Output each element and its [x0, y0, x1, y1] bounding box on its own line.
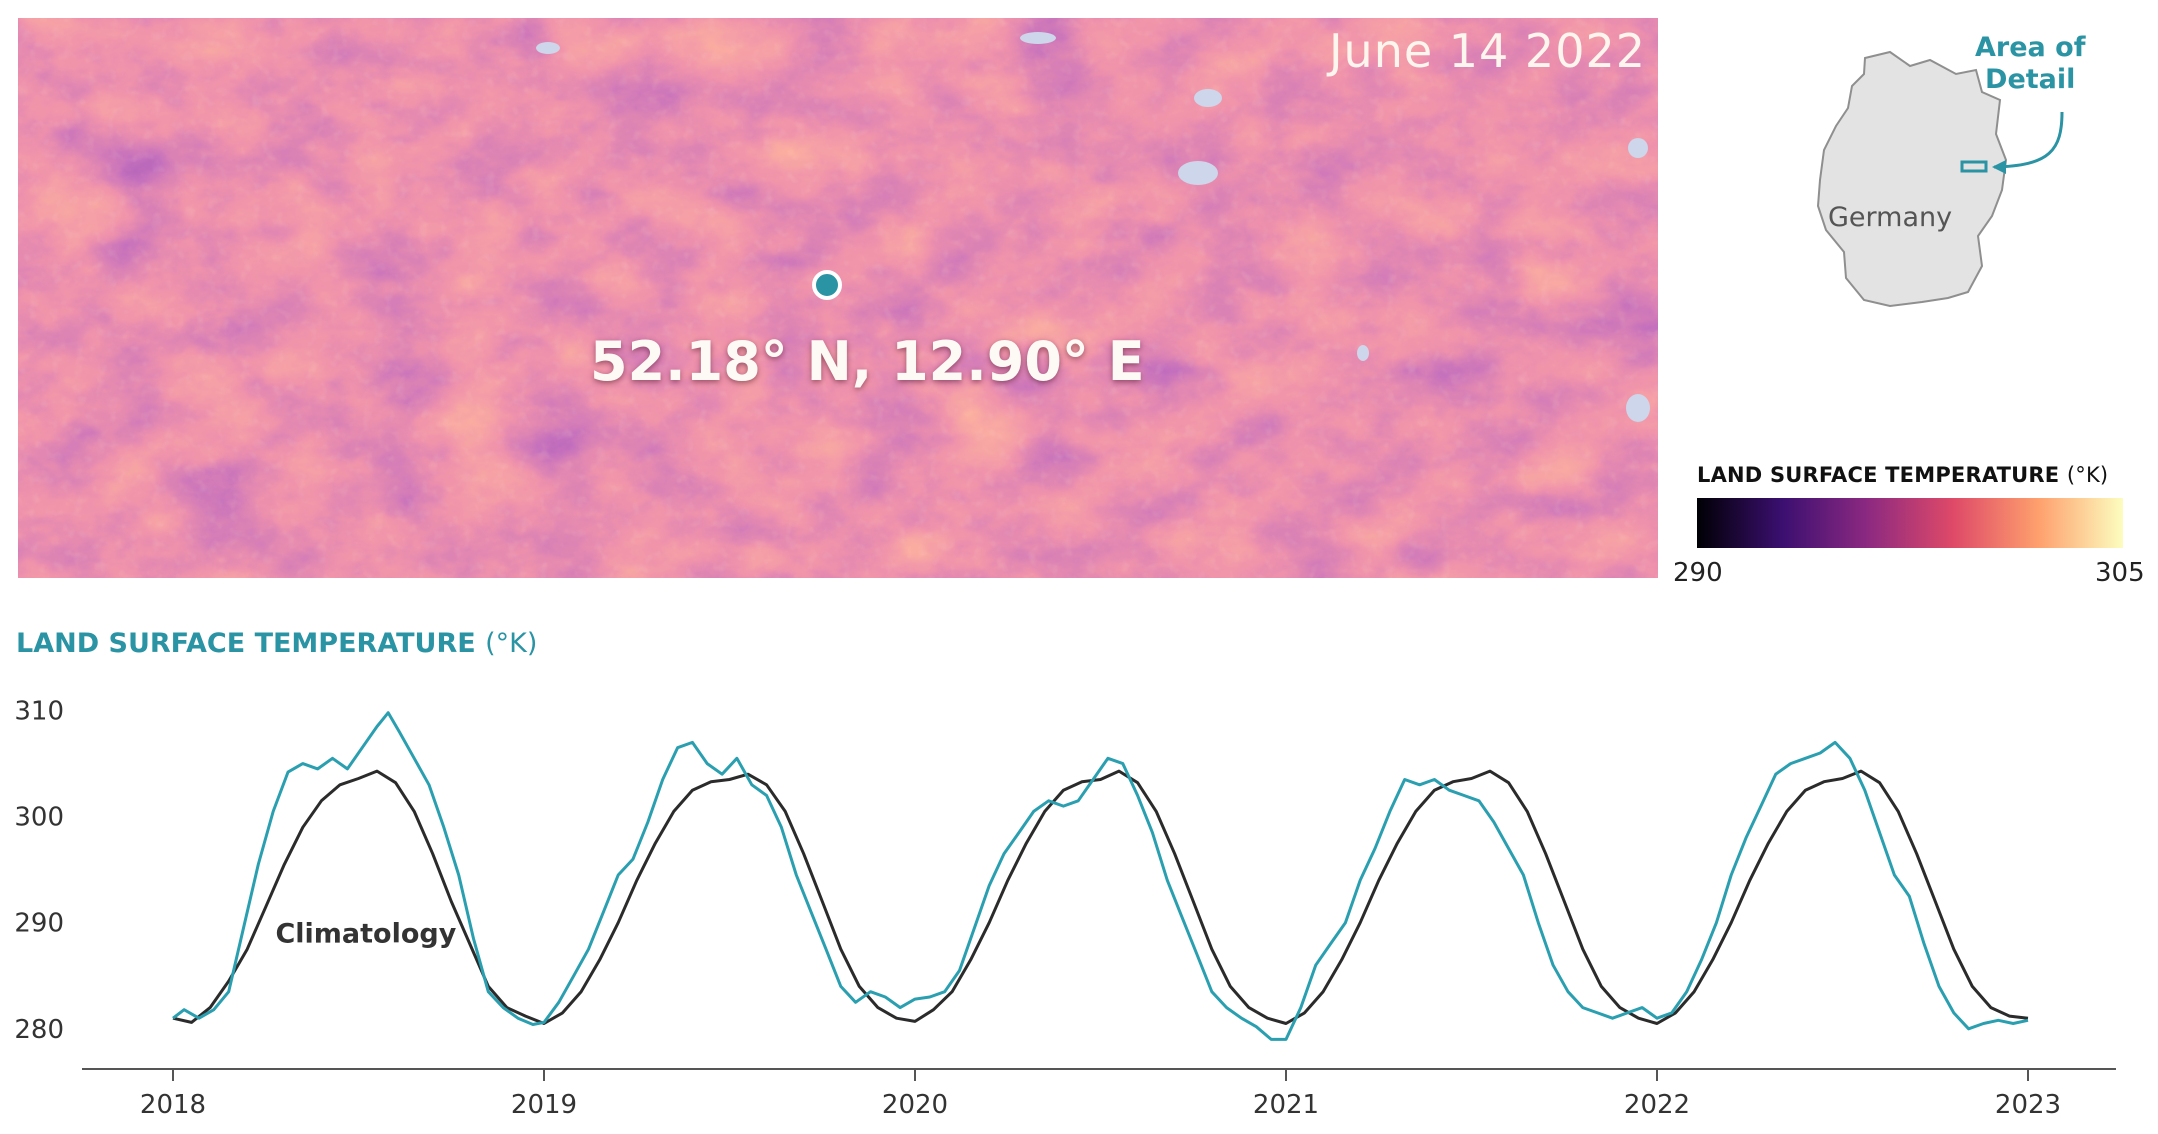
land-surface-temperature-map: June 14 2022	[18, 18, 1658, 578]
observed-temperature-line	[172, 711, 2029, 1041]
map-raster	[18, 18, 1658, 578]
area-of-detail-label: Area of Detail	[1975, 32, 2086, 95]
germany-locator-map	[1816, 50, 2064, 308]
x-tick-label: 2021	[1253, 1090, 1319, 1120]
colorbar-min-label: 290	[1673, 558, 1723, 588]
y-tick-label: 300	[14, 803, 64, 833]
y-tick-label: 310	[14, 697, 64, 727]
map-lakes	[536, 32, 1650, 422]
location-coordinates: 52.18° N, 12.90° E	[590, 330, 1145, 393]
temperature-line-chart: 2018 2019 2020 2021 2022 2023 280 290 300 310 Clim…	[14, 697, 2116, 1120]
x-tick-label: 2020	[882, 1090, 948, 1120]
location-marker	[812, 270, 842, 300]
germany-label: Germany	[1828, 202, 1953, 233]
climatology-line	[172, 769, 2029, 1025]
callout-arrow	[1993, 111, 2064, 169]
area-of-detail-box	[1960, 160, 1988, 173]
climatology-label: Climatology	[275, 918, 456, 949]
colorbar-max-label: 305	[2095, 558, 2145, 588]
colorbar-gradient	[1697, 498, 2123, 548]
germany-outline	[1816, 50, 2008, 308]
map-date: June 14 2022	[1328, 24, 1646, 78]
callout-arrowhead	[1992, 160, 2006, 174]
chart-title: LAND SURFACE TEMPERATURE (°K)	[16, 628, 538, 659]
x-tick-label: 2023	[1995, 1090, 2061, 1120]
x-tick-label: 2022	[1624, 1090, 1690, 1120]
x-tick-label: 2018	[140, 1090, 206, 1120]
x-tick-label: 2019	[511, 1090, 577, 1120]
colorbar-title: LAND SURFACE TEMPERATURE (°K)	[1697, 463, 2109, 487]
y-tick-label: 290	[14, 909, 64, 939]
y-tick-label: 280	[14, 1015, 64, 1045]
